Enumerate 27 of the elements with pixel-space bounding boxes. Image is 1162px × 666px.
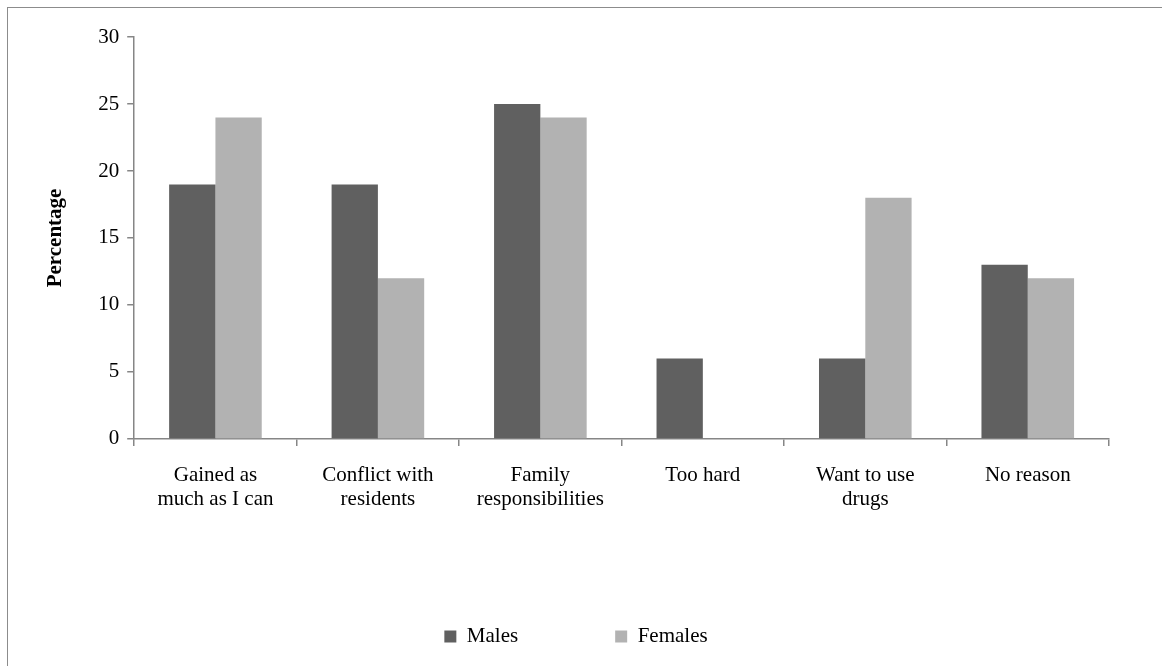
y-tick-label: 20 xyxy=(98,157,120,182)
x-tick-label: No reason xyxy=(984,462,1072,487)
bar xyxy=(215,117,262,439)
bar xyxy=(331,184,378,439)
y-tick-label: 0 xyxy=(108,425,120,450)
y-tick-label: 25 xyxy=(98,90,120,115)
x-tick-label: Conflict with residents xyxy=(322,462,435,510)
bar xyxy=(494,103,541,439)
bar xyxy=(819,358,866,439)
bar xyxy=(1027,278,1075,439)
bar xyxy=(656,358,703,439)
bar xyxy=(981,264,1028,439)
bar xyxy=(540,117,587,439)
y-tick-label: 15 xyxy=(98,224,120,249)
y-axis-title: Percentage xyxy=(42,188,67,288)
x-tick-label: Family responsibilities xyxy=(476,462,604,510)
y-tick-label: 30 xyxy=(98,23,120,48)
bar xyxy=(169,184,216,439)
x-tick-label: Too hard xyxy=(665,462,741,487)
y-tick-label: 5 xyxy=(108,358,120,383)
bar xyxy=(377,278,425,439)
x-tick-label: Want to use drugs xyxy=(815,462,915,510)
legend-label: Males xyxy=(466,623,519,648)
bar xyxy=(865,197,912,439)
x-tick-label: Gained as much as I can xyxy=(157,462,274,510)
legend-label: Females xyxy=(637,623,708,648)
y-tick-label: 10 xyxy=(98,291,120,316)
